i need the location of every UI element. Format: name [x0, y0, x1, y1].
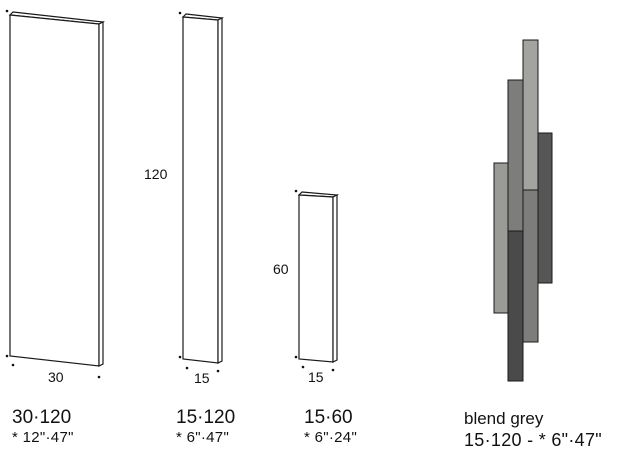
caption-15x120-imperial: * 6"·47" [176, 429, 230, 446]
corner-dot [294, 355, 298, 359]
caption-15x60: 15·60 * 6"·24" [304, 408, 357, 445]
corner-dot [185, 366, 189, 370]
corner-dot [97, 375, 101, 379]
caption-15x120: 15·120 * 6"·47" [176, 408, 235, 445]
corner-dot [178, 11, 182, 15]
caption-blend-grey: blend grey 15·120 - * 6"·47" [464, 410, 602, 449]
panel-15x60-height-label: 60 [273, 261, 289, 277]
blend-tile-dark-right [537, 132, 553, 284]
panel-30x120-width-label: 30 [48, 369, 64, 385]
corner-dot [11, 363, 15, 367]
panel-15x60-side-edge [332, 194, 338, 363]
panel-15x60-width-label: 15 [308, 369, 324, 385]
caption-30x120: 30·120 * 12"·47" [12, 408, 74, 445]
panel-15x120: 120 15 [144, 11, 225, 386]
panel-15x120-side-edge [217, 17, 223, 364]
caption-15x120-metric: 15·120 [176, 407, 236, 428]
panel-15x120-face [182, 16, 219, 364]
panel-30x120: 30 [5, 9, 106, 385]
caption-30x120-metric: 30·120 [12, 407, 72, 428]
blend-tile-light-left [493, 162, 510, 314]
corner-dot [5, 9, 9, 13]
caption-blend-grey-dims: 15·120 - * 6"·47" [464, 430, 602, 450]
caption-blend-grey-name: blend grey [464, 409, 544, 428]
corner-dot [331, 368, 335, 372]
panel-30x120-side-edge [98, 21, 104, 367]
blend-tile-darker-lower [507, 230, 524, 382]
corner-dot [301, 365, 305, 369]
panel-15x60-face [298, 194, 334, 363]
caption-30x120-imperial: * 12"·47" [12, 429, 74, 446]
panel-15x60: 60 15 [273, 189, 340, 385]
corner-dot [294, 189, 298, 193]
panel-15x120-width-label: 15 [194, 370, 210, 386]
panel-15x120-height-label: 120 [144, 166, 168, 182]
corner-dot [216, 369, 220, 373]
blend-tile-mid-lower [522, 189, 539, 343]
corner-dot [5, 354, 9, 358]
caption-15x60-metric: 15·60 [304, 407, 353, 428]
blend-tile-mid-upper [507, 79, 524, 232]
caption-15x60-imperial: * 6"·24" [304, 429, 358, 446]
blend-tile-lightest-top [522, 39, 539, 191]
blend-grey-composition [493, 39, 553, 382]
corner-dot [178, 355, 182, 359]
panel-30x120-face [9, 14, 100, 367]
